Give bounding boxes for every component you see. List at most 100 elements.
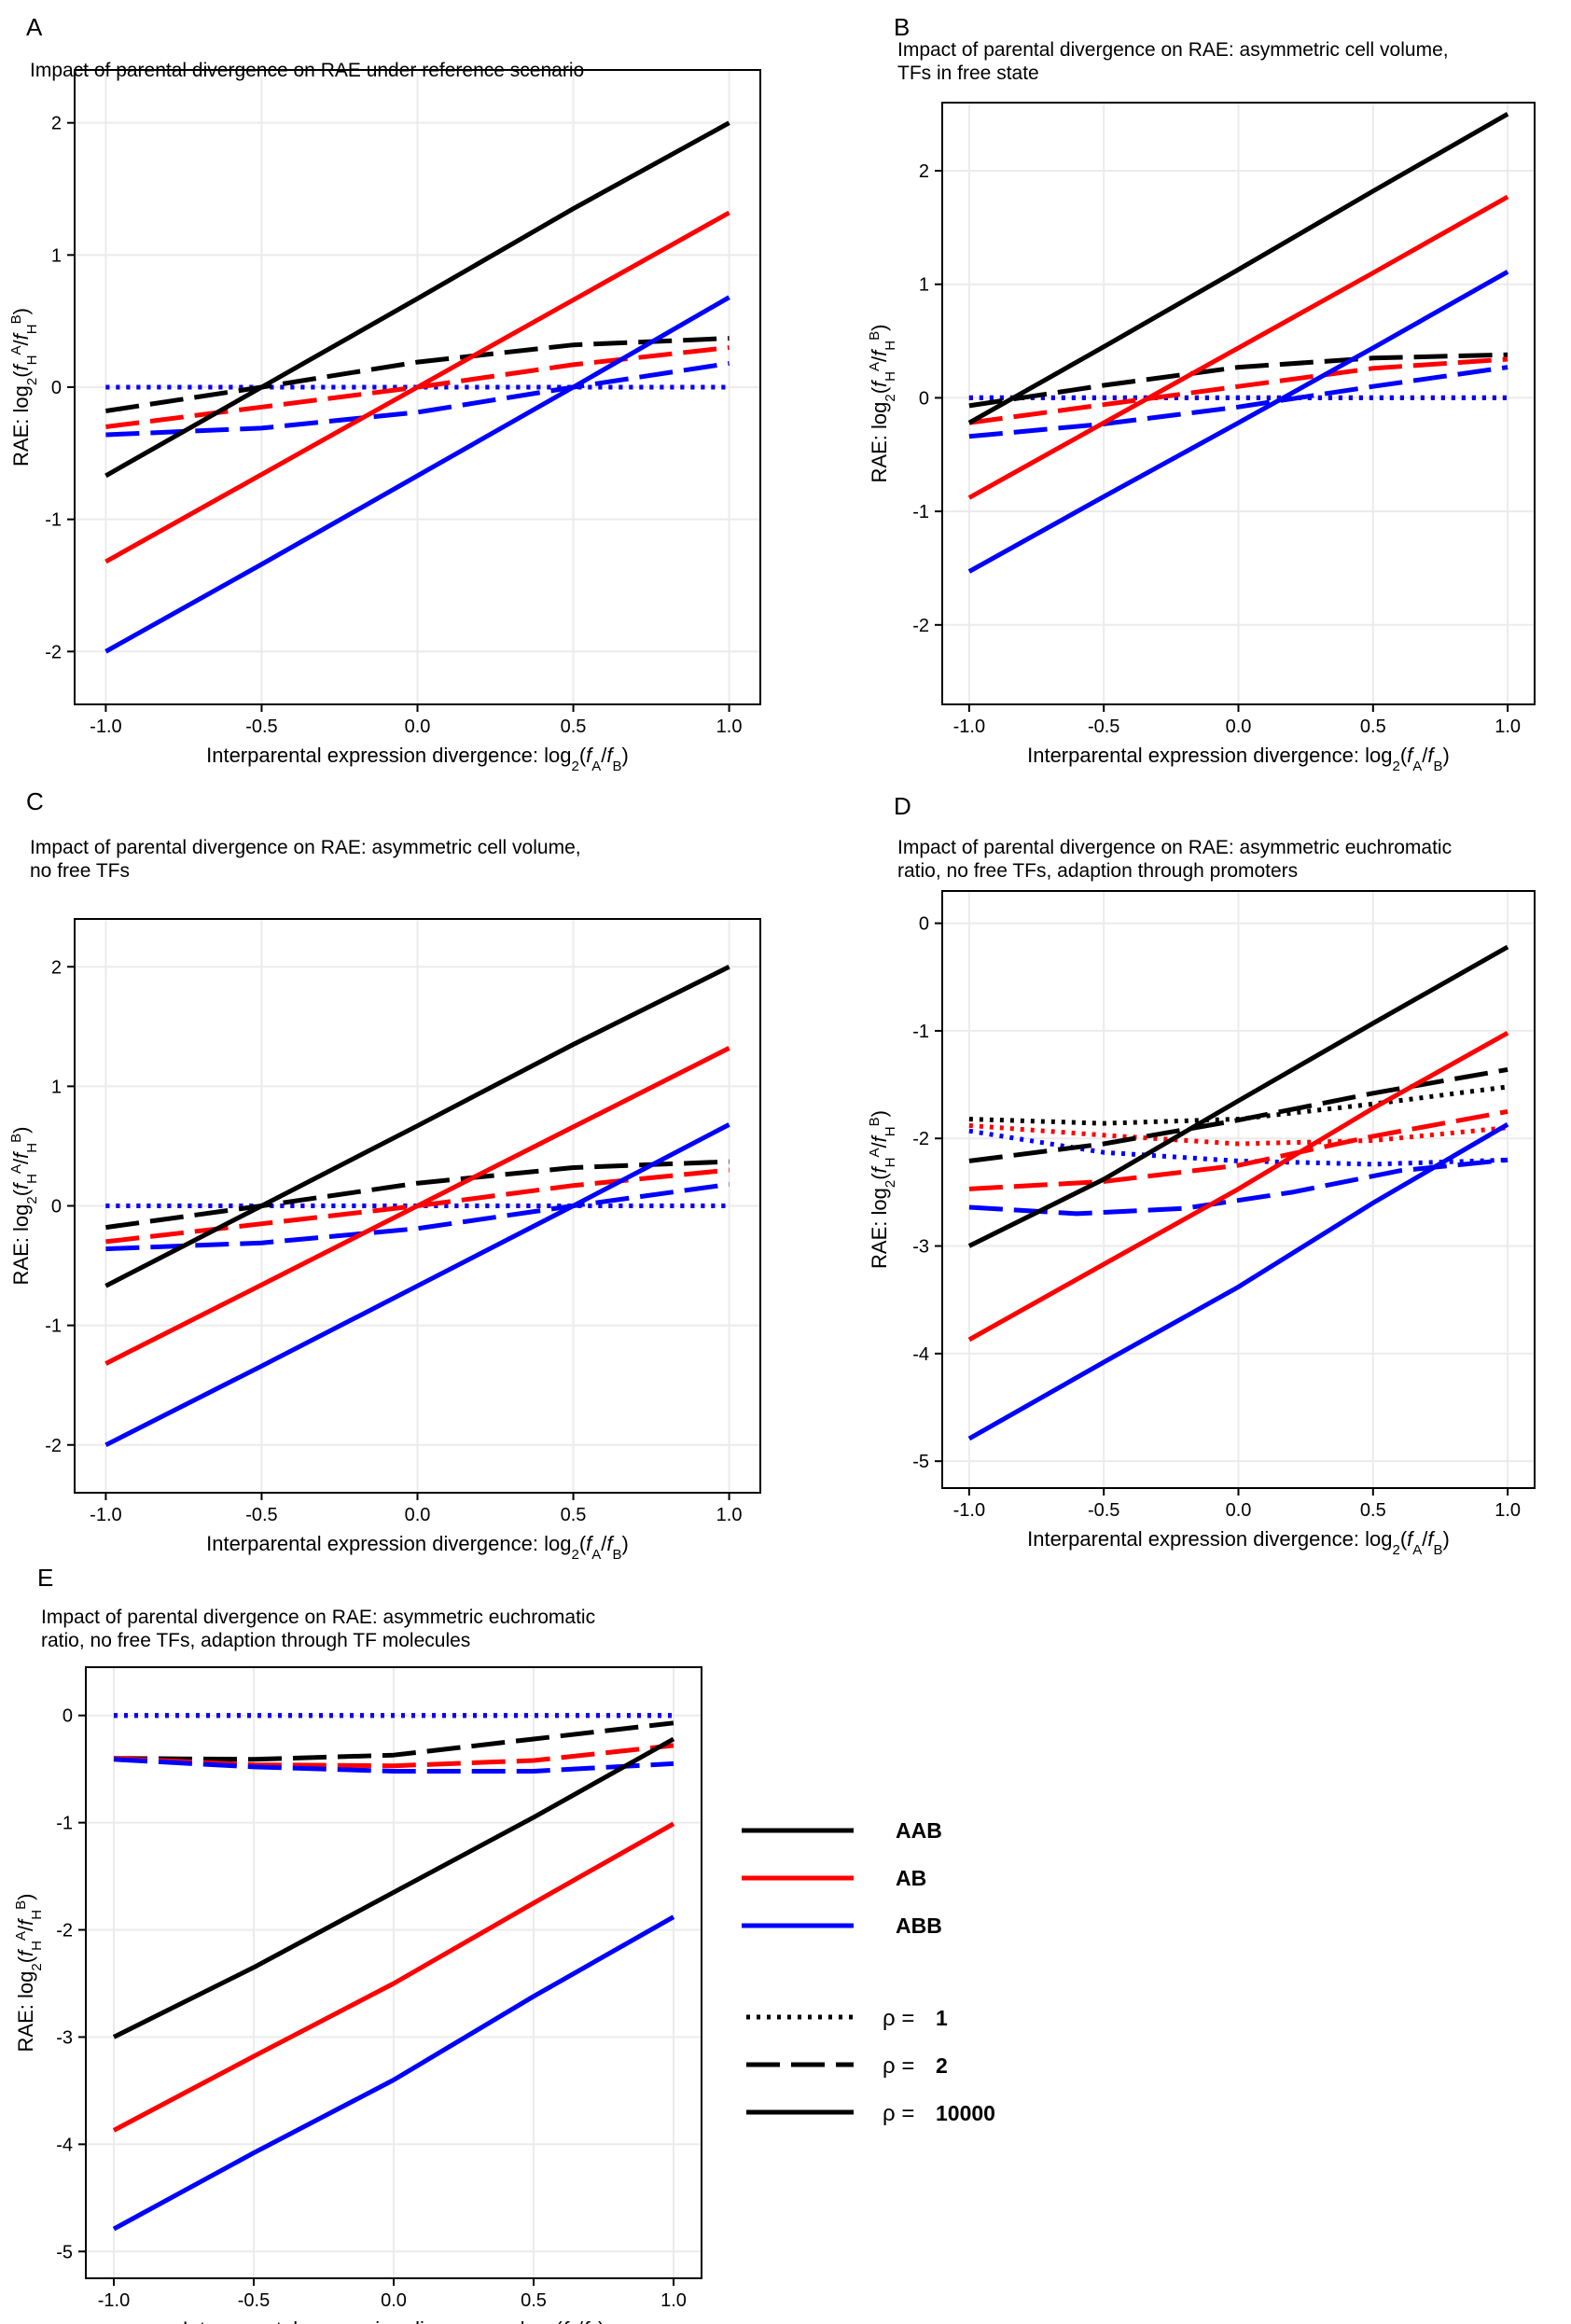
- legend-label-ab: AB: [896, 1866, 926, 1890]
- x-tick-label: 0.5: [1360, 1500, 1386, 1521]
- y-tick-label: 1: [51, 1077, 62, 1097]
- panel-title-line: ratio, no free TFs, adaption through pro…: [897, 860, 1298, 882]
- x-axis-label: Interparental expression divergence: log…: [183, 2317, 605, 2324]
- y-tick-label: 0: [51, 378, 62, 398]
- series-line-abb-rho-2: [968, 1157, 1508, 1217]
- y-axis-label: RAE: log2(fHA/fHB): [8, 1127, 40, 1286]
- series-line-abb-rho-10000: [967, 270, 1509, 574]
- x-tick-label: 0.0: [405, 717, 431, 737]
- gridlines: [942, 891, 1535, 1488]
- y-tick-label: -2: [45, 1436, 62, 1456]
- x-axis-label: Interparental expression divergence: log…: [206, 744, 629, 774]
- x-tick-label: 0.0: [405, 1505, 431, 1525]
- panel-title-line: ratio, no free TFs, adaption through TF …: [41, 1630, 470, 1651]
- y-tick-label: 2: [51, 957, 62, 978]
- series-line-ab-rho-10000: [104, 210, 730, 564]
- x-tick-label: 0.5: [1360, 717, 1386, 737]
- panel-title-line: Impact of parental divergence on RAE: as…: [897, 39, 1449, 61]
- series-line-abb-rho-2: [105, 361, 730, 438]
- y-tick-label: -2: [45, 642, 62, 662]
- x-tick-label: 1.0: [716, 1505, 743, 1525]
- series-line-aab-rho-10000: [104, 965, 730, 1288]
- panel-letter: C: [26, 787, 44, 815]
- series-line-abb-rho-10000: [967, 1122, 1509, 1441]
- x-tick-label: -0.5: [1088, 717, 1119, 737]
- legend-rho-value-2: 2: [936, 2053, 948, 2078]
- series-line-ab-rho-10000: [967, 194, 1509, 500]
- x-tick-label: 1.0: [1495, 1500, 1521, 1521]
- legend-rho-symbol-1: ρ =: [883, 2006, 914, 2031]
- legend-label-aab: AAB: [896, 1818, 942, 1843]
- panel-letter: D: [894, 792, 911, 820]
- y-tick-label: -3: [912, 1237, 929, 1258]
- x-axis-label: Interparental expression divergence: log…: [1027, 744, 1450, 774]
- x-axis-label: Interparental expression divergence: log…: [206, 1532, 629, 1563]
- series-line-abb-rho-2: [968, 365, 1508, 439]
- x-axis-label: Interparental expression divergence: log…: [1027, 1527, 1450, 1558]
- y-tick-label: -2: [912, 1129, 929, 1149]
- panel-c: C Impact of parental divergence on RAE: a…: [8, 787, 761, 1563]
- x-tick-label: -1.0: [953, 717, 985, 737]
- series-lines: [104, 965, 730, 1448]
- panel-title-line: Impact of parental divergence on RAE: as…: [30, 837, 581, 858]
- series-line-aab-rho-10000: [104, 120, 730, 479]
- y-axis-label: RAE: log2(fHA/fHB): [867, 325, 898, 483]
- y-tick-label: 1: [919, 275, 929, 296]
- panel-letter: A: [26, 13, 43, 41]
- series-line-abb-rho-10000: [112, 1914, 675, 2232]
- series-line-aab-rho-2: [113, 1720, 674, 1762]
- y-tick-label: -1: [912, 502, 929, 522]
- y-tick-label: 2: [51, 114, 62, 134]
- x-tick-label: -0.5: [245, 717, 277, 737]
- x-tick-label: -1.0: [98, 2290, 130, 2311]
- series-lines: [104, 120, 730, 654]
- legend-rho-symbol-3: ρ =: [883, 2101, 914, 2126]
- y-tick-label: -2: [912, 616, 929, 636]
- y-tick-label: -1: [56, 1814, 73, 1834]
- legend-rho-value-10000: 10000: [936, 2101, 995, 2125]
- series-line-aab-rho-2: [105, 1159, 730, 1231]
- y-axis-label: RAE: log2(fHA/fHB): [867, 1110, 898, 1269]
- series-line-ab-rho-1: [968, 1122, 1508, 1147]
- legend-rho-symbol-2: ρ =: [883, 2053, 914, 2079]
- y-axis-label: RAE: log2(fHA/fHB): [13, 1894, 45, 2053]
- y-tick-label: 0: [919, 388, 929, 409]
- series-line-aab-rho-10000: [967, 944, 1509, 1248]
- series-line-abb-rho-2: [105, 1181, 730, 1252]
- series-lines: [112, 1713, 675, 2232]
- legend-rho-value-1: 1: [936, 2006, 948, 2030]
- x-tick-label: -0.5: [238, 2290, 270, 2311]
- y-tick-label: 0: [51, 1197, 62, 1218]
- series-lines: [967, 112, 1509, 574]
- y-tick-label: -4: [912, 1344, 929, 1365]
- y-tick-label: -2: [56, 1921, 73, 1941]
- x-tick-label: 0.0: [381, 2290, 407, 2311]
- series-line-abb-rho-2: [113, 1757, 674, 1774]
- series-line-aab-rho-10000: [112, 1736, 675, 2039]
- panel-title-line: TFs in free state: [897, 63, 1039, 84]
- gridlines: [942, 103, 1535, 704]
- series-lines: [967, 944, 1509, 1441]
- x-tick-label: 0.5: [561, 717, 587, 737]
- legend: AAB AB ABB ρ = 1 ρ = 2 ρ = 10000: [742, 1818, 995, 2126]
- x-tick-label: -1.0: [90, 717, 121, 737]
- panel-letter: B: [894, 13, 910, 41]
- series-line-ab-rho-2: [968, 356, 1508, 425]
- y-tick-label: -1: [45, 510, 62, 531]
- series-line-ab-rho-2: [968, 1108, 1508, 1191]
- series-line-aab-rho-2: [968, 352, 1508, 409]
- panel-d: D Impact of parental divergence on RAE: a…: [867, 792, 1536, 1558]
- panel-title-line: no free TFs: [30, 860, 130, 882]
- panel-title-line: Impact of parental divergence on RAE: as…: [41, 1607, 595, 1628]
- series-line-ab-rho-10000: [967, 1031, 1509, 1343]
- y-tick-label: 0: [63, 1706, 73, 1727]
- series-line-ab-rho-10000: [104, 1046, 730, 1366]
- panel-letter: E: [37, 1564, 53, 1592]
- x-tick-label: -0.5: [1088, 1500, 1119, 1521]
- y-tick-label: 0: [919, 914, 929, 935]
- series-line-aab-rho-2: [105, 336, 730, 413]
- panel-title-line: Impact of parental divergence on RAE: as…: [897, 837, 1452, 858]
